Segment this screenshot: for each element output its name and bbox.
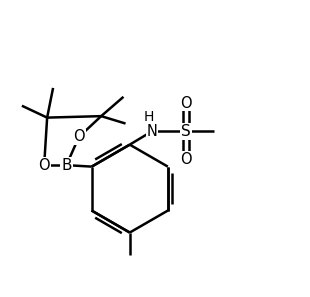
- Text: B: B: [61, 158, 72, 173]
- Text: S: S: [181, 124, 191, 139]
- Text: O: O: [73, 129, 85, 144]
- Text: O: O: [180, 152, 192, 167]
- Text: H: H: [143, 110, 154, 124]
- Text: O: O: [180, 96, 192, 110]
- Text: O: O: [38, 158, 50, 173]
- Text: N: N: [147, 124, 157, 139]
